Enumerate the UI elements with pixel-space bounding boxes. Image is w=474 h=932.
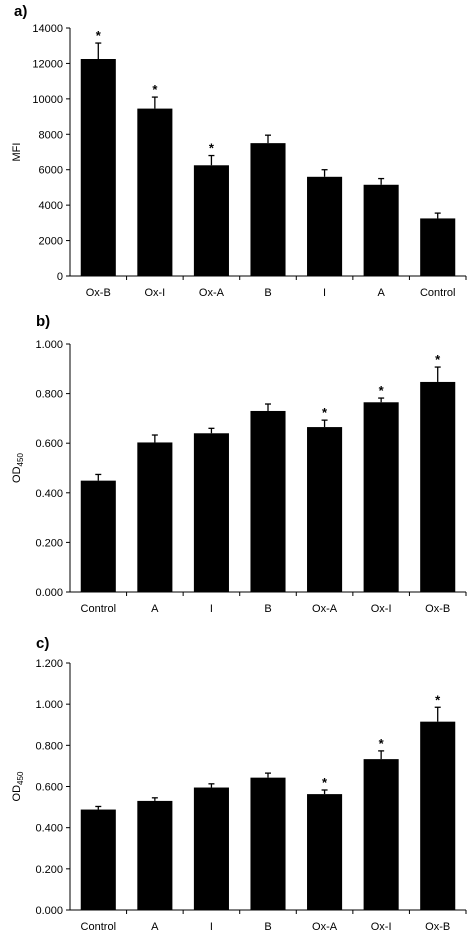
x-tick-label: B	[264, 287, 271, 299]
y-tick-label: 0.400	[35, 488, 63, 500]
y-tick-label: 1.200	[35, 658, 63, 670]
x-tick-label: Ox-A	[312, 921, 338, 932]
y-tick-label: 2000	[39, 236, 63, 248]
bar	[137, 442, 173, 592]
bar	[80, 59, 116, 276]
bar	[250, 143, 286, 276]
bar	[420, 381, 456, 592]
bar	[80, 809, 116, 910]
bar	[193, 433, 229, 592]
bar	[137, 800, 173, 910]
x-tick-label: Ox-I	[144, 287, 165, 299]
significance-marker: *	[322, 405, 328, 420]
y-axis-label-subscript: 450	[16, 453, 25, 467]
x-tick-label: A	[151, 603, 159, 615]
y-tick-label: 0.600	[35, 782, 63, 794]
y-tick-label: 6000	[39, 165, 63, 177]
x-tick-label: I	[210, 921, 213, 932]
bar	[420, 218, 456, 276]
significance-marker: *	[435, 352, 441, 367]
x-tick-label: Control	[81, 921, 116, 932]
panel-label: a)	[14, 3, 27, 20]
y-tick-label: 0.200	[35, 864, 63, 876]
y-tick-label: 1.000	[35, 339, 63, 351]
bar	[250, 777, 286, 910]
significance-marker: *	[96, 28, 102, 43]
y-tick-label: 0.800	[35, 389, 63, 401]
significance-marker: *	[379, 736, 385, 751]
bar	[363, 402, 399, 592]
y-axis-label: OD450	[11, 453, 25, 483]
significance-marker: *	[209, 141, 215, 156]
bar	[363, 759, 399, 910]
x-tick-label: A	[151, 921, 159, 932]
bar	[80, 480, 116, 592]
y-tick-label: 14000	[32, 23, 63, 35]
x-tick-label: I	[323, 287, 326, 299]
y-tick-label: 8000	[39, 129, 63, 141]
x-tick-label: B	[264, 603, 271, 615]
y-tick-label: 0.800	[35, 740, 63, 752]
x-tick-label: A	[377, 287, 385, 299]
panel-label: b)	[36, 313, 50, 330]
bar	[363, 184, 399, 276]
y-axis-label: MFI	[11, 143, 23, 162]
x-tick-label: I	[210, 603, 213, 615]
x-tick-label: Control	[420, 287, 455, 299]
y-tick-label: 0.400	[35, 823, 63, 835]
y-tick-label: 1.000	[35, 699, 63, 711]
bar	[307, 427, 343, 592]
y-tick-label: 0	[57, 271, 63, 283]
bar	[420, 721, 456, 910]
x-tick-label: Control	[81, 603, 116, 615]
y-axis-label-text: OD	[11, 785, 23, 802]
bar	[193, 165, 229, 276]
y-tick-label: 4000	[39, 200, 63, 212]
significance-marker: *	[152, 82, 158, 97]
x-tick-label: Ox-B	[425, 603, 450, 615]
x-tick-label: B	[264, 921, 271, 932]
bar	[307, 176, 343, 276]
x-tick-label: Ox-I	[371, 603, 392, 615]
y-axis-label-text: MFI	[11, 143, 23, 162]
y-axis-label-subscript: 450	[16, 771, 25, 785]
panel-label: c)	[36, 635, 49, 652]
y-tick-label: 10000	[32, 94, 63, 106]
y-tick-label: 0.200	[35, 537, 63, 549]
significance-marker: *	[435, 692, 441, 707]
x-tick-label: Ox-B	[425, 921, 450, 932]
y-axis-label-text: OD	[11, 466, 23, 483]
significance-marker: *	[322, 775, 328, 790]
x-tick-label: Ox-B	[86, 287, 111, 299]
y-tick-label: 0.000	[35, 587, 63, 599]
x-tick-label: Ox-I	[371, 921, 392, 932]
y-axis-label: OD450	[11, 771, 25, 801]
significance-marker: *	[379, 383, 385, 398]
bar	[137, 108, 173, 276]
x-tick-label: Ox-A	[312, 603, 338, 615]
y-tick-label: 0.600	[35, 438, 63, 450]
y-tick-label: 12000	[32, 58, 63, 70]
bar	[307, 794, 343, 910]
y-tick-label: 0.000	[35, 905, 63, 917]
bar	[250, 410, 286, 592]
x-tick-label: Ox-A	[199, 287, 225, 299]
bar	[193, 787, 229, 910]
